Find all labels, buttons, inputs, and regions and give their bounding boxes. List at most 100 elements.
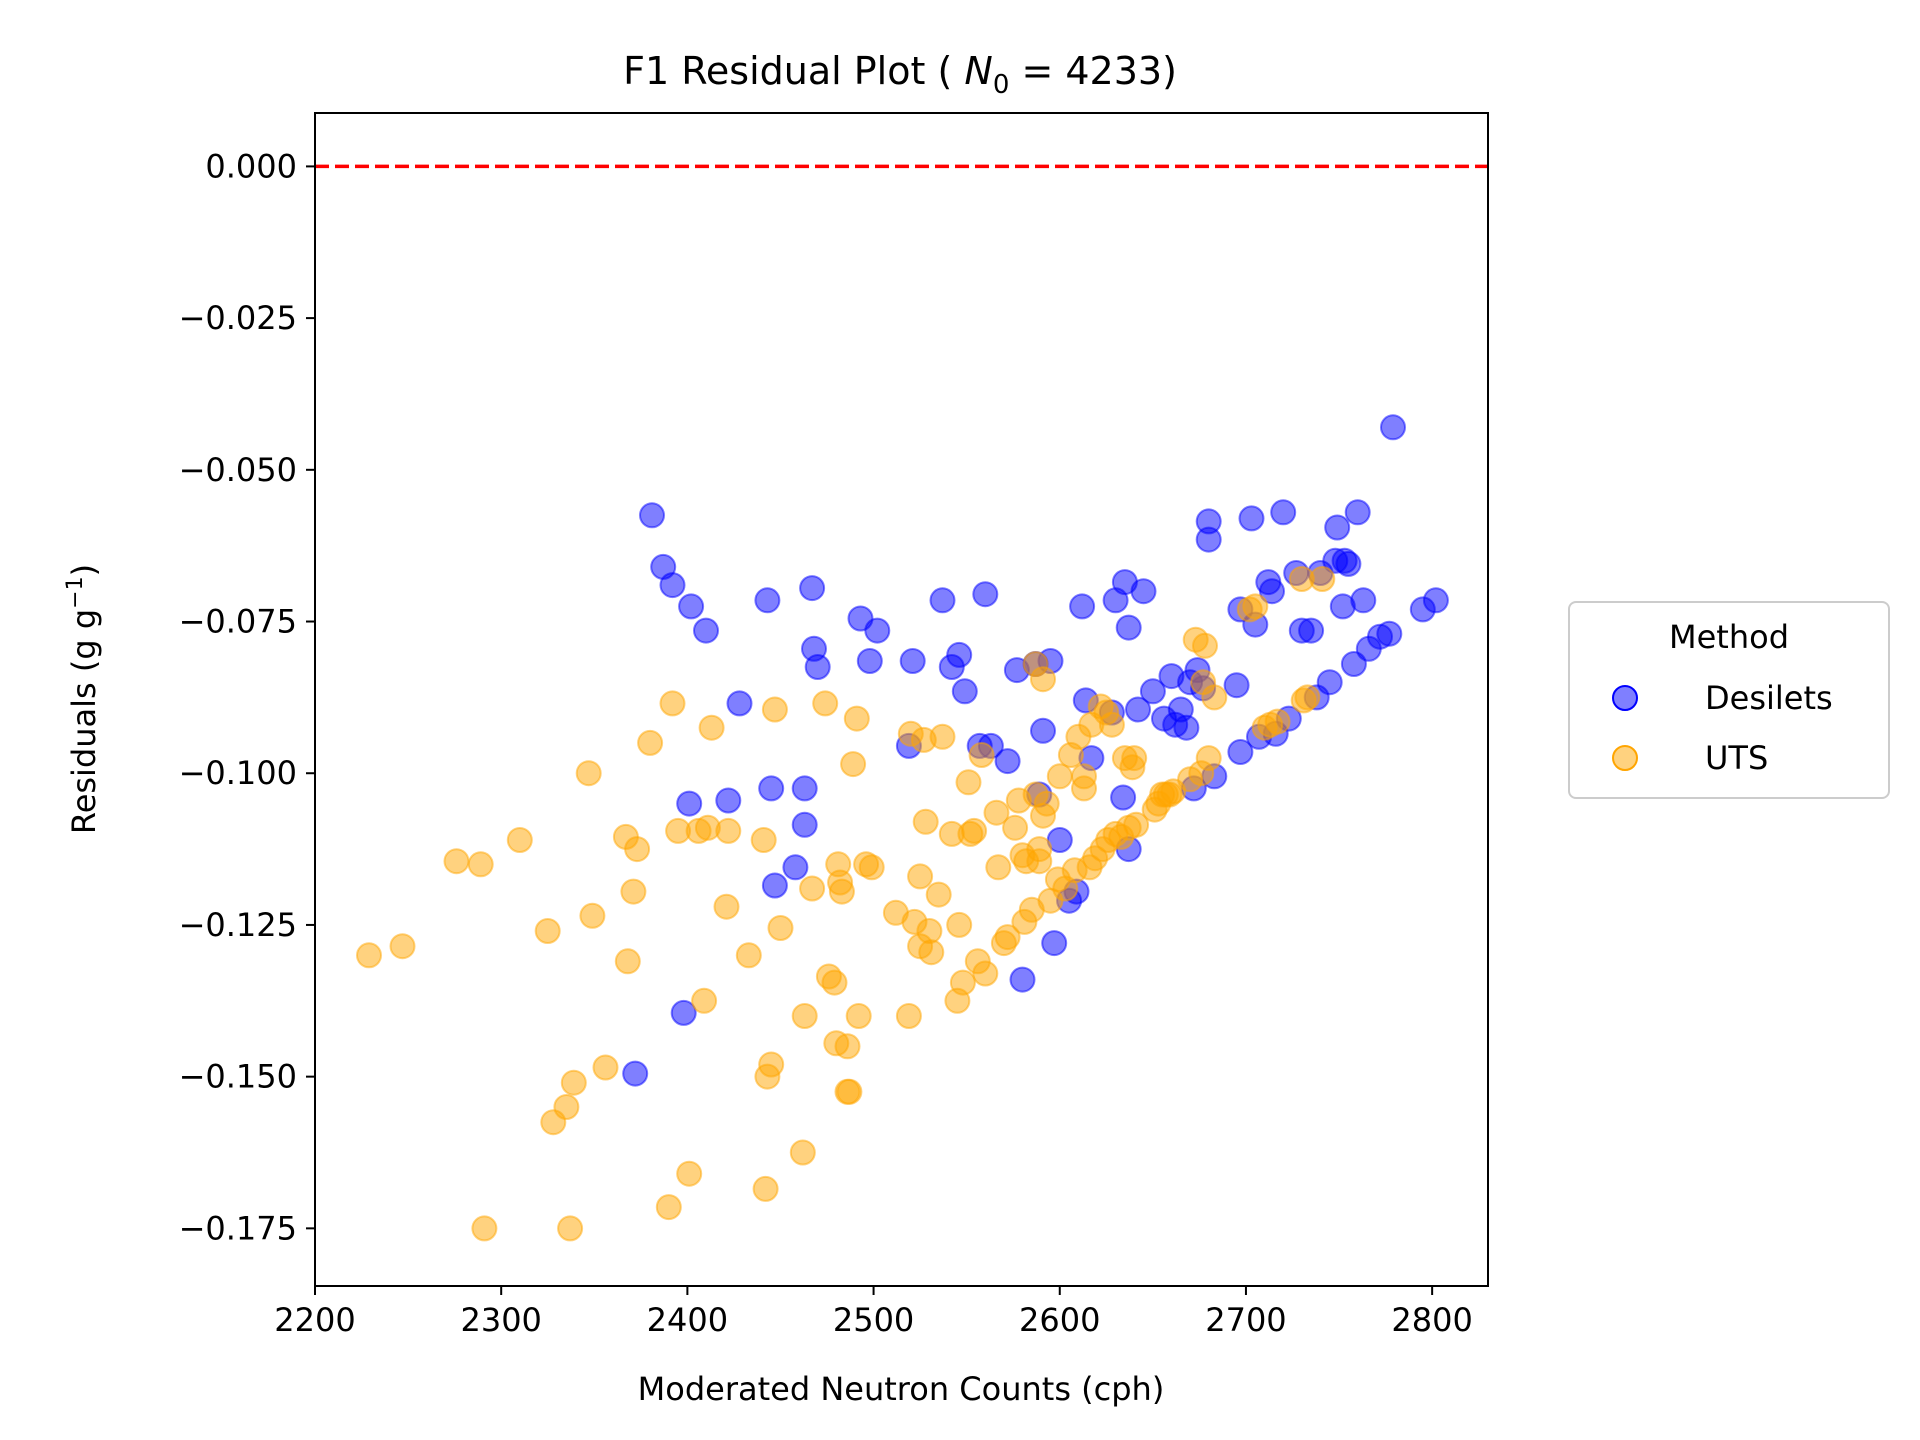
data-point-desilets [693, 617, 719, 644]
data-point-desilets [791, 775, 818, 802]
data-point-desilets [1069, 593, 1096, 620]
x-tick-label: 2300 [460, 1301, 541, 1339]
data-point-desilets [799, 575, 826, 602]
data-point-uts [698, 714, 725, 741]
data-point-uts [659, 690, 686, 717]
data-point-uts [1309, 566, 1336, 592]
y-axis-label-close: ) [65, 564, 103, 576]
data-point-desilets [791, 811, 818, 838]
y-tick-label: −0.075 [179, 603, 297, 641]
data-point-uts [691, 987, 718, 1014]
data-point-uts [949, 969, 976, 996]
data-point-uts [791, 1003, 818, 1029]
data-point-uts [985, 854, 1012, 881]
data-point-uts [713, 893, 740, 920]
data-point-uts [553, 1094, 580, 1120]
data-point-desilets [1350, 587, 1377, 614]
chart-title-suffix: = 4233) [1009, 49, 1177, 93]
data-point-uts [620, 878, 647, 905]
data-point-desilets [1173, 714, 1200, 741]
data-point-uts [750, 827, 777, 853]
legend-label-uts: UTS [1705, 739, 1768, 777]
data-point-uts [1242, 593, 1269, 620]
data-point-uts [1002, 814, 1029, 841]
data-point-uts [836, 1078, 863, 1105]
data-point-uts [1030, 666, 1056, 693]
data-point-uts [955, 769, 982, 796]
data-point-desilets [1125, 696, 1151, 723]
chart-title-symbol: N [964, 49, 992, 93]
x-tick-label: 2800 [1391, 1301, 1472, 1339]
data-point-desilets [678, 593, 705, 620]
data-point-uts [1046, 763, 1073, 790]
y-tick-label: −0.175 [179, 1209, 297, 1247]
data-point-uts [758, 1051, 785, 1078]
data-point-uts [655, 1194, 682, 1221]
data-point-desilets [972, 581, 999, 608]
data-point-desilets [1195, 526, 1222, 553]
data-point-desilets [1316, 669, 1343, 696]
data-point-uts [534, 918, 561, 944]
data-point-desilets [951, 678, 978, 705]
data-point-uts [1123, 811, 1150, 838]
legend-marker-uts [1612, 745, 1638, 771]
x-tick-label: 2500 [833, 1301, 914, 1339]
y-tick-label: −0.025 [179, 299, 297, 337]
y-axis-label-main: Residuals (g g [65, 609, 103, 834]
data-point-uts [821, 969, 848, 996]
data-point-uts [858, 854, 885, 881]
data-point-uts [506, 827, 533, 853]
data-point-desilets [899, 648, 926, 674]
data-point-desilets [659, 572, 686, 599]
data-point-uts [1201, 684, 1228, 711]
data-point-uts [968, 742, 995, 768]
data-point-uts [912, 808, 939, 835]
data-point-uts [767, 915, 794, 941]
data-point-uts [929, 723, 956, 750]
data-point-uts [560, 1069, 587, 1096]
data-point-desilets [1130, 578, 1157, 605]
data-point-desilets [994, 748, 1021, 775]
data-point-uts [676, 1160, 703, 1187]
plot-area [315, 164, 1488, 1242]
data-point-desilets [782, 854, 809, 881]
data-point-uts [443, 848, 470, 875]
data-point-uts [715, 817, 742, 844]
data-point-uts [579, 902, 606, 929]
data-point-desilets [1270, 499, 1297, 526]
legend-title: Method [1669, 618, 1789, 656]
data-point-uts [1098, 711, 1125, 738]
chart-title-prefix: F1 Residual Plot ( [623, 49, 964, 93]
data-point-uts [389, 933, 416, 960]
data-point-uts [1121, 745, 1148, 772]
data-point-uts [1033, 790, 1060, 817]
y-tick-label: −0.050 [179, 451, 297, 489]
legend-label-desilets: Desilets [1705, 679, 1833, 717]
x-axis: 2200 2300 2400 2500 2600 2700 2800 [274, 1286, 1473, 1339]
data-point-uts [843, 705, 870, 732]
data-point-uts [895, 1003, 922, 1029]
y-axis-label: Residuals (g g−1) [63, 564, 103, 834]
data-point-uts [946, 911, 973, 938]
y-tick-label: −0.125 [179, 906, 297, 944]
data-point-desilets [1259, 578, 1285, 605]
data-point-desilets [1227, 739, 1254, 765]
data-point-uts [624, 836, 651, 863]
data-point-uts [735, 942, 762, 969]
data-point-uts [961, 817, 988, 844]
y-axis-label-superscript: −1 [63, 576, 88, 608]
data-point-desilets [754, 587, 781, 614]
data-point-desilets [864, 617, 891, 644]
data-point-desilets [726, 690, 753, 717]
data-point-uts [799, 875, 826, 902]
data-point-uts [1195, 745, 1222, 772]
data-point-desilets [1298, 617, 1325, 644]
plot-frame [314, 112, 1489, 1287]
data-point-uts [1071, 763, 1097, 790]
x-axis-label: Moderated Neutron Counts (cph) [638, 1370, 1165, 1408]
data-point-uts [994, 924, 1021, 951]
data-point-uts [840, 751, 867, 778]
data-point-desilets [622, 1060, 649, 1087]
data-point-desilets [1110, 784, 1137, 811]
